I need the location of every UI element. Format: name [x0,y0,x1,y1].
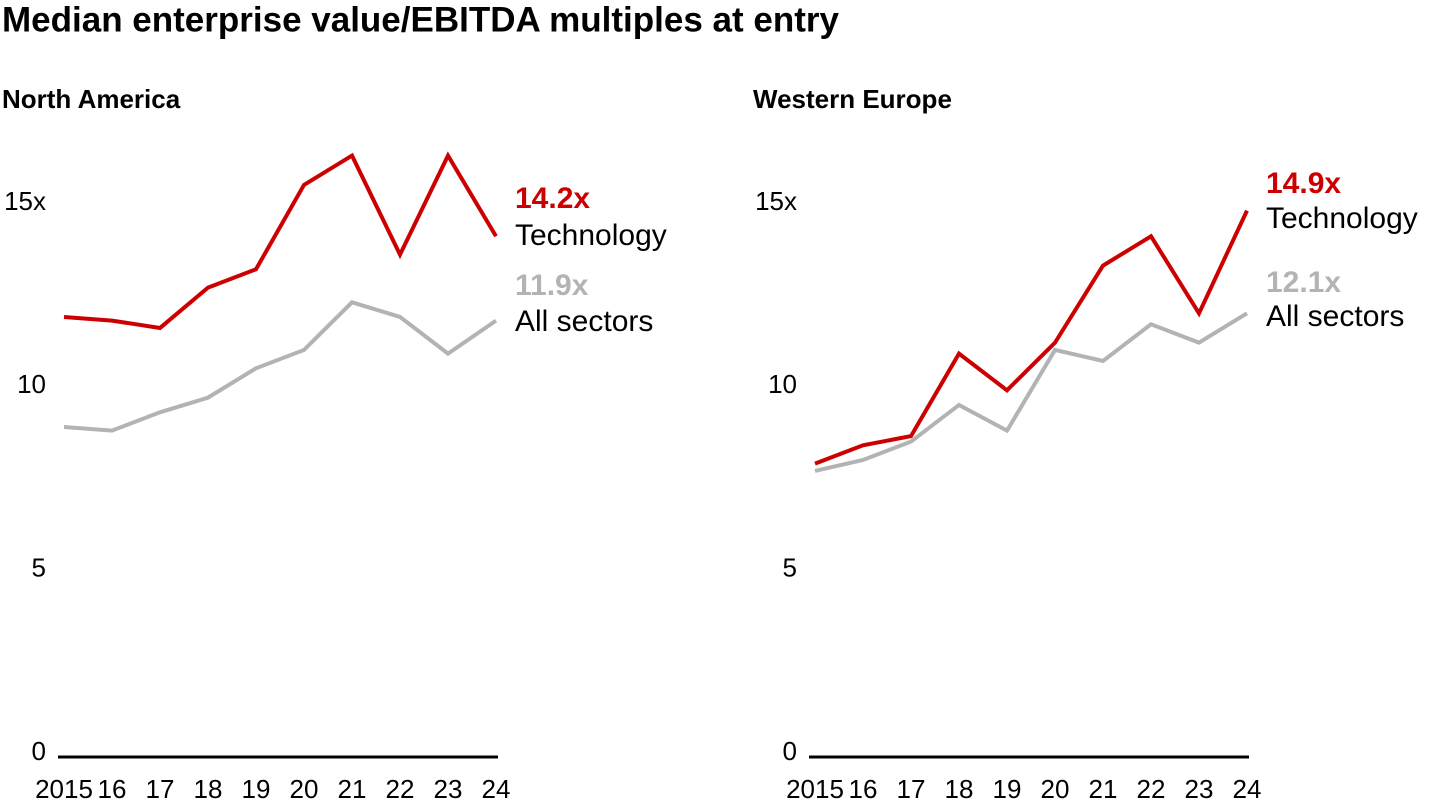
x-tick-label: 24 [482,774,511,804]
series-label: All sectors [1266,300,1404,333]
y-tick-label: 5 [783,553,797,583]
x-tick-label: 17 [146,774,175,804]
x-tick-label: 23 [434,774,463,804]
x-tick-label: 18 [194,774,223,804]
line-series [63,300,498,433]
x-tick-label: 22 [1137,774,1166,804]
x-tick-label: 16 [98,774,127,804]
x-tick-label: 24 [1233,774,1262,804]
chart-subtitle: Western Europe [753,84,952,114]
x-tick-label: 2015 [35,774,93,804]
y-tick-label: 10 [17,369,46,399]
x-tick-label: 21 [1089,774,1118,804]
y-tick-label: 0 [32,736,46,766]
value-label: 12.1x [1266,266,1341,299]
value-label: 11.9x [515,269,589,302]
x-tick-label: 17 [897,774,926,804]
line-series [63,151,498,331]
x-tick-label: 22 [386,774,415,804]
x-tick-label: 20 [290,774,319,804]
x-tick-label: 19 [993,774,1022,804]
x-tick-label: 2015 [786,774,844,804]
series-label: Technology [515,219,667,252]
y-tick-label: 0 [783,736,797,766]
line-series [814,311,1249,473]
x-tick-label: 21 [338,774,367,804]
page-title: Median enterprise value/EBITDA multiples… [2,0,840,39]
y-tick-label: 5 [32,553,46,583]
series-label: All sectors [515,305,653,338]
chart-subtitle: North America [2,84,181,114]
x-tick-label: 18 [945,774,974,804]
y-tick-label: 15x [4,186,46,216]
x-tick-label: 23 [1185,774,1214,804]
x-tick-label: 19 [242,774,271,804]
value-label: 14.9x [1266,167,1341,200]
y-tick-label: 10 [768,369,797,399]
series-label: Technology [1266,202,1418,235]
y-tick-label: 15x [755,186,797,216]
line-series [814,209,1249,466]
value-label: 14.2x [515,182,590,215]
x-tick-label: 20 [1041,774,1070,804]
x-tick-label: 16 [849,774,878,804]
